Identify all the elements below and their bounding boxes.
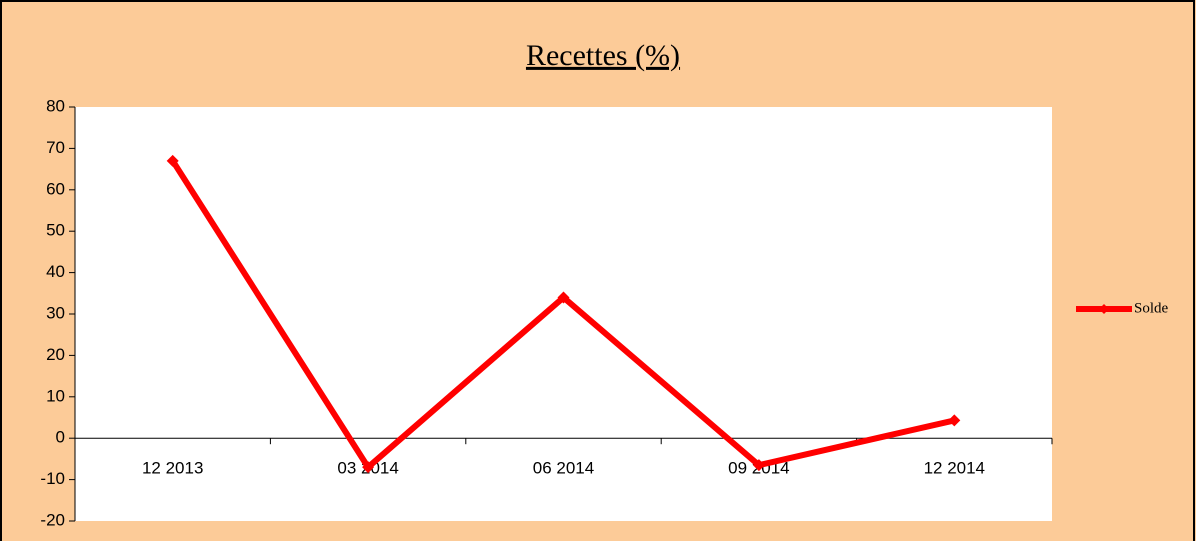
data-point — [362, 461, 375, 474]
plot-area — [75, 107, 1052, 521]
x-tick-label: 12 2014 — [924, 459, 985, 478]
x-tick-label: 06 2014 — [533, 459, 594, 478]
y-tick-label: 40 — [46, 262, 65, 281]
x-tick-label: 12 2013 — [142, 459, 203, 478]
data-point — [557, 291, 570, 304]
y-tick-label: 10 — [46, 386, 65, 405]
data-point — [166, 154, 179, 167]
y-tick-label: 0 — [56, 428, 65, 447]
y-tick-label: 20 — [46, 345, 65, 364]
legend-label: Solde — [1134, 300, 1169, 316]
y-tick-label: -10 — [40, 469, 65, 488]
y-tick-label: 30 — [46, 303, 65, 322]
y-tick-label: -20 — [40, 510, 65, 529]
legend-marker — [1099, 304, 1109, 314]
y-tick-label: 60 — [46, 179, 65, 198]
y-tick-label: 50 — [46, 221, 65, 240]
data-point — [948, 414, 961, 427]
y-tick-label: 80 — [46, 96, 65, 115]
data-point — [752, 459, 765, 472]
chart-title: Recettes (%) — [526, 39, 680, 72]
y-tick-label: 70 — [46, 138, 65, 157]
